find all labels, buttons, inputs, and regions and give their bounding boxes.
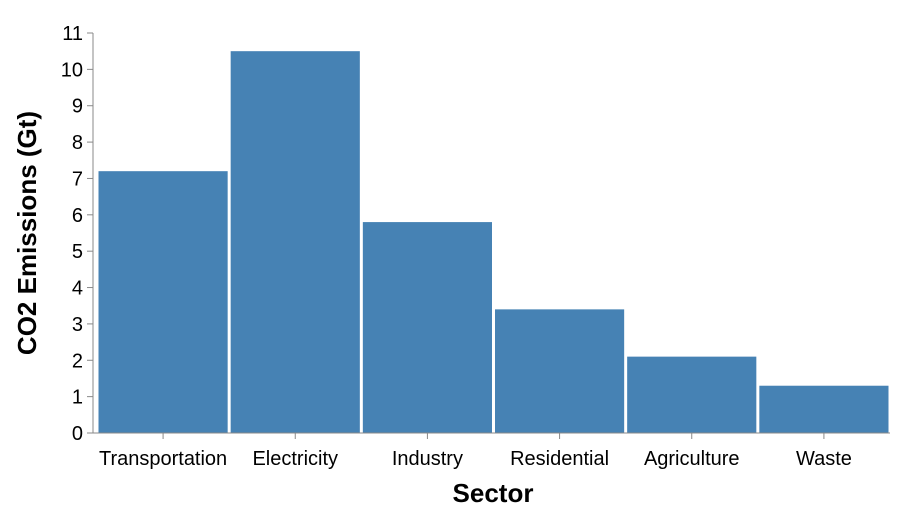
y-axis-title: CO2 Emissions (Gt)	[12, 111, 42, 355]
y-tick-label: 4	[72, 278, 83, 300]
y-tick-label: 11	[62, 23, 83, 45]
bars	[98, 51, 889, 433]
y-tick-label: 6	[72, 205, 83, 227]
bar-electricity	[230, 51, 360, 433]
y-tick-label: 8	[72, 132, 83, 154]
x-axis-title: Sector	[453, 478, 534, 508]
x-tick-label: Agriculture	[644, 448, 740, 470]
bar-transportation	[98, 171, 228, 433]
y-tick-label: 1	[72, 387, 83, 409]
y-tick-label: 5	[72, 241, 83, 263]
y-tick-label: 0	[72, 423, 83, 445]
x-tick-label: Residential	[510, 448, 609, 470]
x-axis: Transportation Electricity Industry Residen…	[93, 432, 890, 470]
x-tick-label: Industry	[392, 448, 463, 470]
bar-agriculture	[627, 356, 757, 433]
y-axis: 0 1 2 3 4 5 6 7 8 9 10 11	[61, 23, 94, 445]
y-tick-label: 10	[61, 59, 83, 81]
y-tick-label: 2	[72, 350, 83, 372]
bar-residential	[495, 309, 625, 433]
y-tick-label: 7	[72, 168, 83, 190]
bar-industry	[362, 222, 492, 433]
x-tick-label: Electricity	[252, 448, 338, 470]
bar-waste	[759, 385, 889, 433]
x-tick-label: Transportation	[99, 448, 227, 470]
x-tick-label: Waste	[796, 448, 852, 470]
y-tick-label: 3	[72, 314, 83, 336]
y-tick-label: 9	[72, 96, 83, 118]
